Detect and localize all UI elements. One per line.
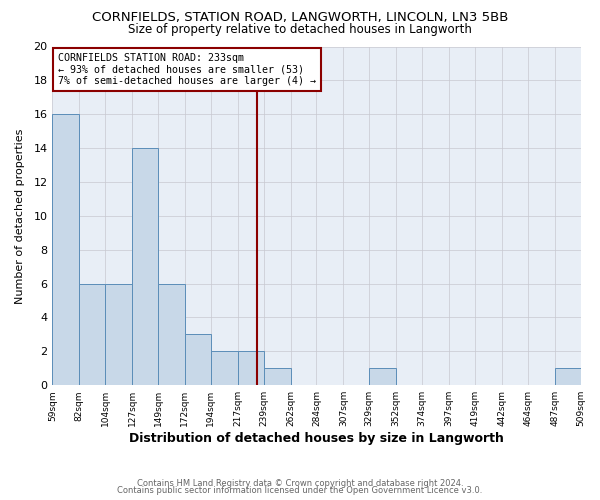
- Bar: [185, 334, 211, 385]
- Bar: [263, 368, 290, 385]
- Text: CORNFIELDS, STATION ROAD, LANGWORTH, LINCOLN, LN3 5BB: CORNFIELDS, STATION ROAD, LANGWORTH, LIN…: [92, 11, 508, 24]
- Text: Contains HM Land Registry data © Crown copyright and database right 2024.: Contains HM Land Registry data © Crown c…: [137, 478, 463, 488]
- Bar: [79, 284, 105, 385]
- Y-axis label: Number of detached properties: Number of detached properties: [15, 128, 25, 304]
- Bar: [158, 284, 185, 385]
- Bar: [211, 352, 238, 385]
- Bar: [369, 368, 396, 385]
- Bar: [52, 114, 79, 385]
- X-axis label: Distribution of detached houses by size in Langworth: Distribution of detached houses by size …: [129, 432, 504, 445]
- Bar: [554, 368, 581, 385]
- Bar: [105, 284, 132, 385]
- Text: CORNFIELDS STATION ROAD: 233sqm
← 93% of detached houses are smaller (53)
7% of : CORNFIELDS STATION ROAD: 233sqm ← 93% of…: [58, 54, 316, 86]
- Bar: [238, 352, 263, 385]
- Text: Size of property relative to detached houses in Langworth: Size of property relative to detached ho…: [128, 22, 472, 36]
- Bar: [132, 148, 158, 385]
- Text: Contains public sector information licensed under the Open Government Licence v3: Contains public sector information licen…: [118, 486, 482, 495]
